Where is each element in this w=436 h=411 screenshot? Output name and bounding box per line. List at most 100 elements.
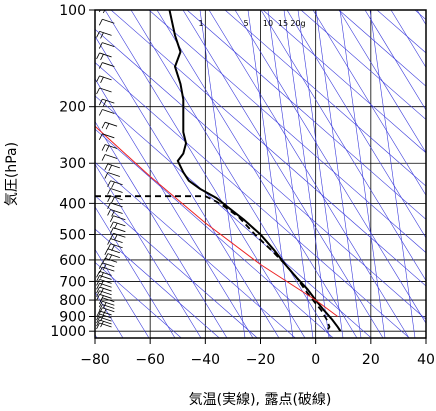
y-tick-label: 1000 bbox=[50, 324, 86, 340]
dry-adiabat-line bbox=[95, 261, 182, 338]
moist-adiabat-line bbox=[95, 35, 280, 338]
y-tick-label: 200 bbox=[59, 100, 86, 116]
wind-barb bbox=[98, 62, 115, 69]
wind-barb bbox=[104, 172, 120, 179]
temperature-line bbox=[168, 10, 342, 332]
dry-adiabat-line bbox=[95, 228, 220, 338]
grid-layer bbox=[94, 9, 427, 338]
wind-barb bbox=[96, 310, 112, 318]
moist-adiabat-line bbox=[338, 10, 426, 154]
moist-adiabat-line bbox=[364, 10, 426, 111]
mixing-ratio-label: 1 bbox=[198, 19, 203, 28]
wind-barb bbox=[96, 270, 112, 279]
mixing-ratio-line bbox=[267, 10, 314, 338]
wind-barb bbox=[98, 133, 115, 140]
wind-barb bbox=[107, 195, 123, 204]
moist-adiabat-line bbox=[286, 10, 426, 239]
wind-barb bbox=[98, 307, 115, 315]
mixing-ratio-label: 20g bbox=[290, 19, 305, 28]
wind-barb bbox=[96, 316, 112, 324]
y-axis-title: 気圧(hPa) bbox=[4, 142, 20, 206]
dry-adiabat-line bbox=[262, 10, 426, 154]
moist-adiabat-line bbox=[312, 10, 426, 196]
dry-adiabat-line bbox=[95, 195, 258, 338]
wind-barb bbox=[98, 266, 115, 274]
wind-barb bbox=[107, 238, 123, 245]
dry-adiabat-line bbox=[95, 95, 372, 338]
dry-adiabat-line bbox=[95, 128, 334, 338]
wind-barb bbox=[107, 188, 123, 195]
wind-barb bbox=[101, 154, 118, 161]
mixing-ratio-line bbox=[339, 10, 386, 338]
wind-barb bbox=[96, 75, 112, 84]
dry-adiabat-line bbox=[95, 162, 296, 338]
y-tick-label: 600 bbox=[59, 253, 86, 269]
y-tick-label: 400 bbox=[59, 196, 86, 212]
dry-adiabat-line bbox=[300, 10, 426, 120]
dry-adiabat-line bbox=[186, 10, 426, 220]
wind-barb bbox=[96, 87, 112, 95]
mixing-ratio-line bbox=[283, 10, 330, 338]
x-tick-label: −40 bbox=[191, 352, 221, 368]
x-tick-label: −60 bbox=[135, 352, 165, 368]
wind-barb bbox=[101, 144, 118, 152]
wind-barb bbox=[98, 304, 115, 311]
dry-adiabat-line bbox=[376, 10, 426, 54]
moist-adiabat-line bbox=[104, 10, 306, 338]
moist-adiabat-line bbox=[95, 120, 228, 338]
y-tick-label: 900 bbox=[59, 309, 86, 325]
moist-adiabat-line bbox=[234, 10, 426, 324]
wind-barb bbox=[109, 215, 126, 222]
wind-barb bbox=[96, 31, 112, 39]
wind-barb bbox=[104, 248, 120, 255]
x-tick-label: 20 bbox=[362, 352, 380, 368]
wind-barb bbox=[96, 282, 112, 290]
mixing-ratio-labels: 1 5 10 15 20g bbox=[198, 19, 305, 28]
wind-barb bbox=[104, 163, 120, 172]
wind-barb bbox=[98, 18, 115, 26]
mixing-ratio-line bbox=[297, 10, 344, 338]
dry-adiabat-line bbox=[224, 10, 426, 187]
wind-barb bbox=[109, 227, 126, 234]
mixing-ratio-line bbox=[369, 10, 416, 338]
wind-barb bbox=[109, 232, 126, 241]
wind-barb bbox=[98, 98, 115, 107]
y-tick-label: 100 bbox=[59, 3, 86, 19]
wind-barb bbox=[98, 10, 115, 14]
wind-barb-layer bbox=[96, 10, 126, 330]
moist-adiabat-line bbox=[156, 10, 358, 338]
moist-adiabat-line bbox=[208, 10, 410, 338]
moist-adiabat-line bbox=[130, 10, 332, 338]
mixing-ratio-label: 10 bbox=[263, 19, 273, 28]
series-layer bbox=[95, 10, 342, 332]
x-tick-labels: −80 −60 −40 −20 0 20 40 bbox=[80, 338, 435, 368]
moist-adiabat-line bbox=[95, 248, 150, 338]
wind-barb bbox=[98, 300, 115, 309]
dry-adiabat-line bbox=[95, 62, 410, 338]
wind-barb bbox=[98, 109, 115, 116]
dewpoint-line bbox=[95, 195, 331, 332]
wind-barb bbox=[107, 209, 123, 217]
wind-barb bbox=[96, 290, 112, 297]
x-axis-title: 気温(実線), 露点(破線) bbox=[189, 392, 332, 408]
wind-barb bbox=[109, 221, 126, 230]
x-tick-label: −80 bbox=[80, 352, 110, 368]
y-tick-label: 300 bbox=[59, 156, 86, 172]
moist-adiabat-line bbox=[95, 78, 254, 338]
wind-barb bbox=[107, 202, 123, 210]
x-tick-label: 40 bbox=[417, 352, 435, 368]
mixing-ratio-label: 15 bbox=[278, 19, 288, 28]
x-tick-label: −20 bbox=[246, 352, 276, 368]
y-tick-label: 700 bbox=[59, 274, 86, 290]
wind-barb bbox=[96, 279, 112, 287]
dry-adiabat-line bbox=[148, 10, 426, 254]
wind-barb bbox=[101, 121, 118, 130]
moist-adiabat-line bbox=[182, 10, 384, 338]
dry-adiabat-line bbox=[95, 28, 426, 320]
wind-barb bbox=[96, 275, 112, 282]
mixing-ratio-label: 5 bbox=[243, 19, 248, 28]
wind-barb bbox=[96, 322, 112, 330]
wind-barb bbox=[96, 286, 112, 295]
